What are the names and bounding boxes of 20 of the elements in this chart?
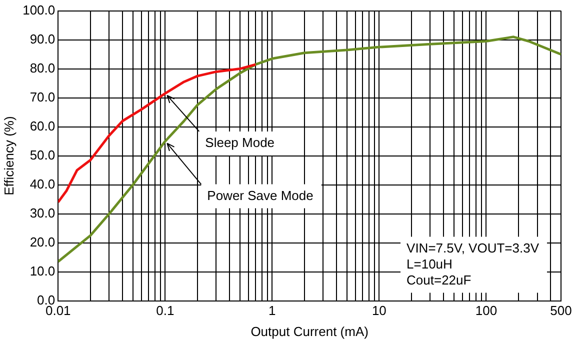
x-tick-label: 500 (550, 303, 572, 318)
x-tick-label: 10 (372, 303, 386, 318)
y-tick-label: 20.0 (30, 234, 56, 250)
y-tick-label: 80.0 (30, 60, 56, 76)
y-tick-label: 90.0 (30, 31, 56, 46)
x-tick-label: 0.1 (156, 303, 174, 318)
x-axis-title: Output Current (mA) (250, 324, 368, 339)
x-tick-label: 100 (475, 303, 498, 318)
annotation: Power Save Mode (207, 188, 314, 203)
y-tick-label: 100.0 (22, 2, 56, 18)
annotation: Sleep Mode (205, 135, 275, 150)
y-tick-label: 10.0 (30, 263, 56, 278)
y-axis-title: Efficiency (%) (1, 116, 16, 196)
y-tick-label: 70.0 (30, 89, 56, 104)
x-tick-label: 1 (268, 303, 276, 318)
y-tick-label: 40.0 (30, 176, 56, 192)
annotation: VIN=7.5V, VOUT=3.3V L=10uH Cout=22uF (406, 240, 540, 288)
y-tick-label: 60.0 (30, 118, 56, 134)
y-tick-label: 50.0 (30, 147, 56, 162)
y-tick-label: 30.0 (30, 205, 56, 220)
